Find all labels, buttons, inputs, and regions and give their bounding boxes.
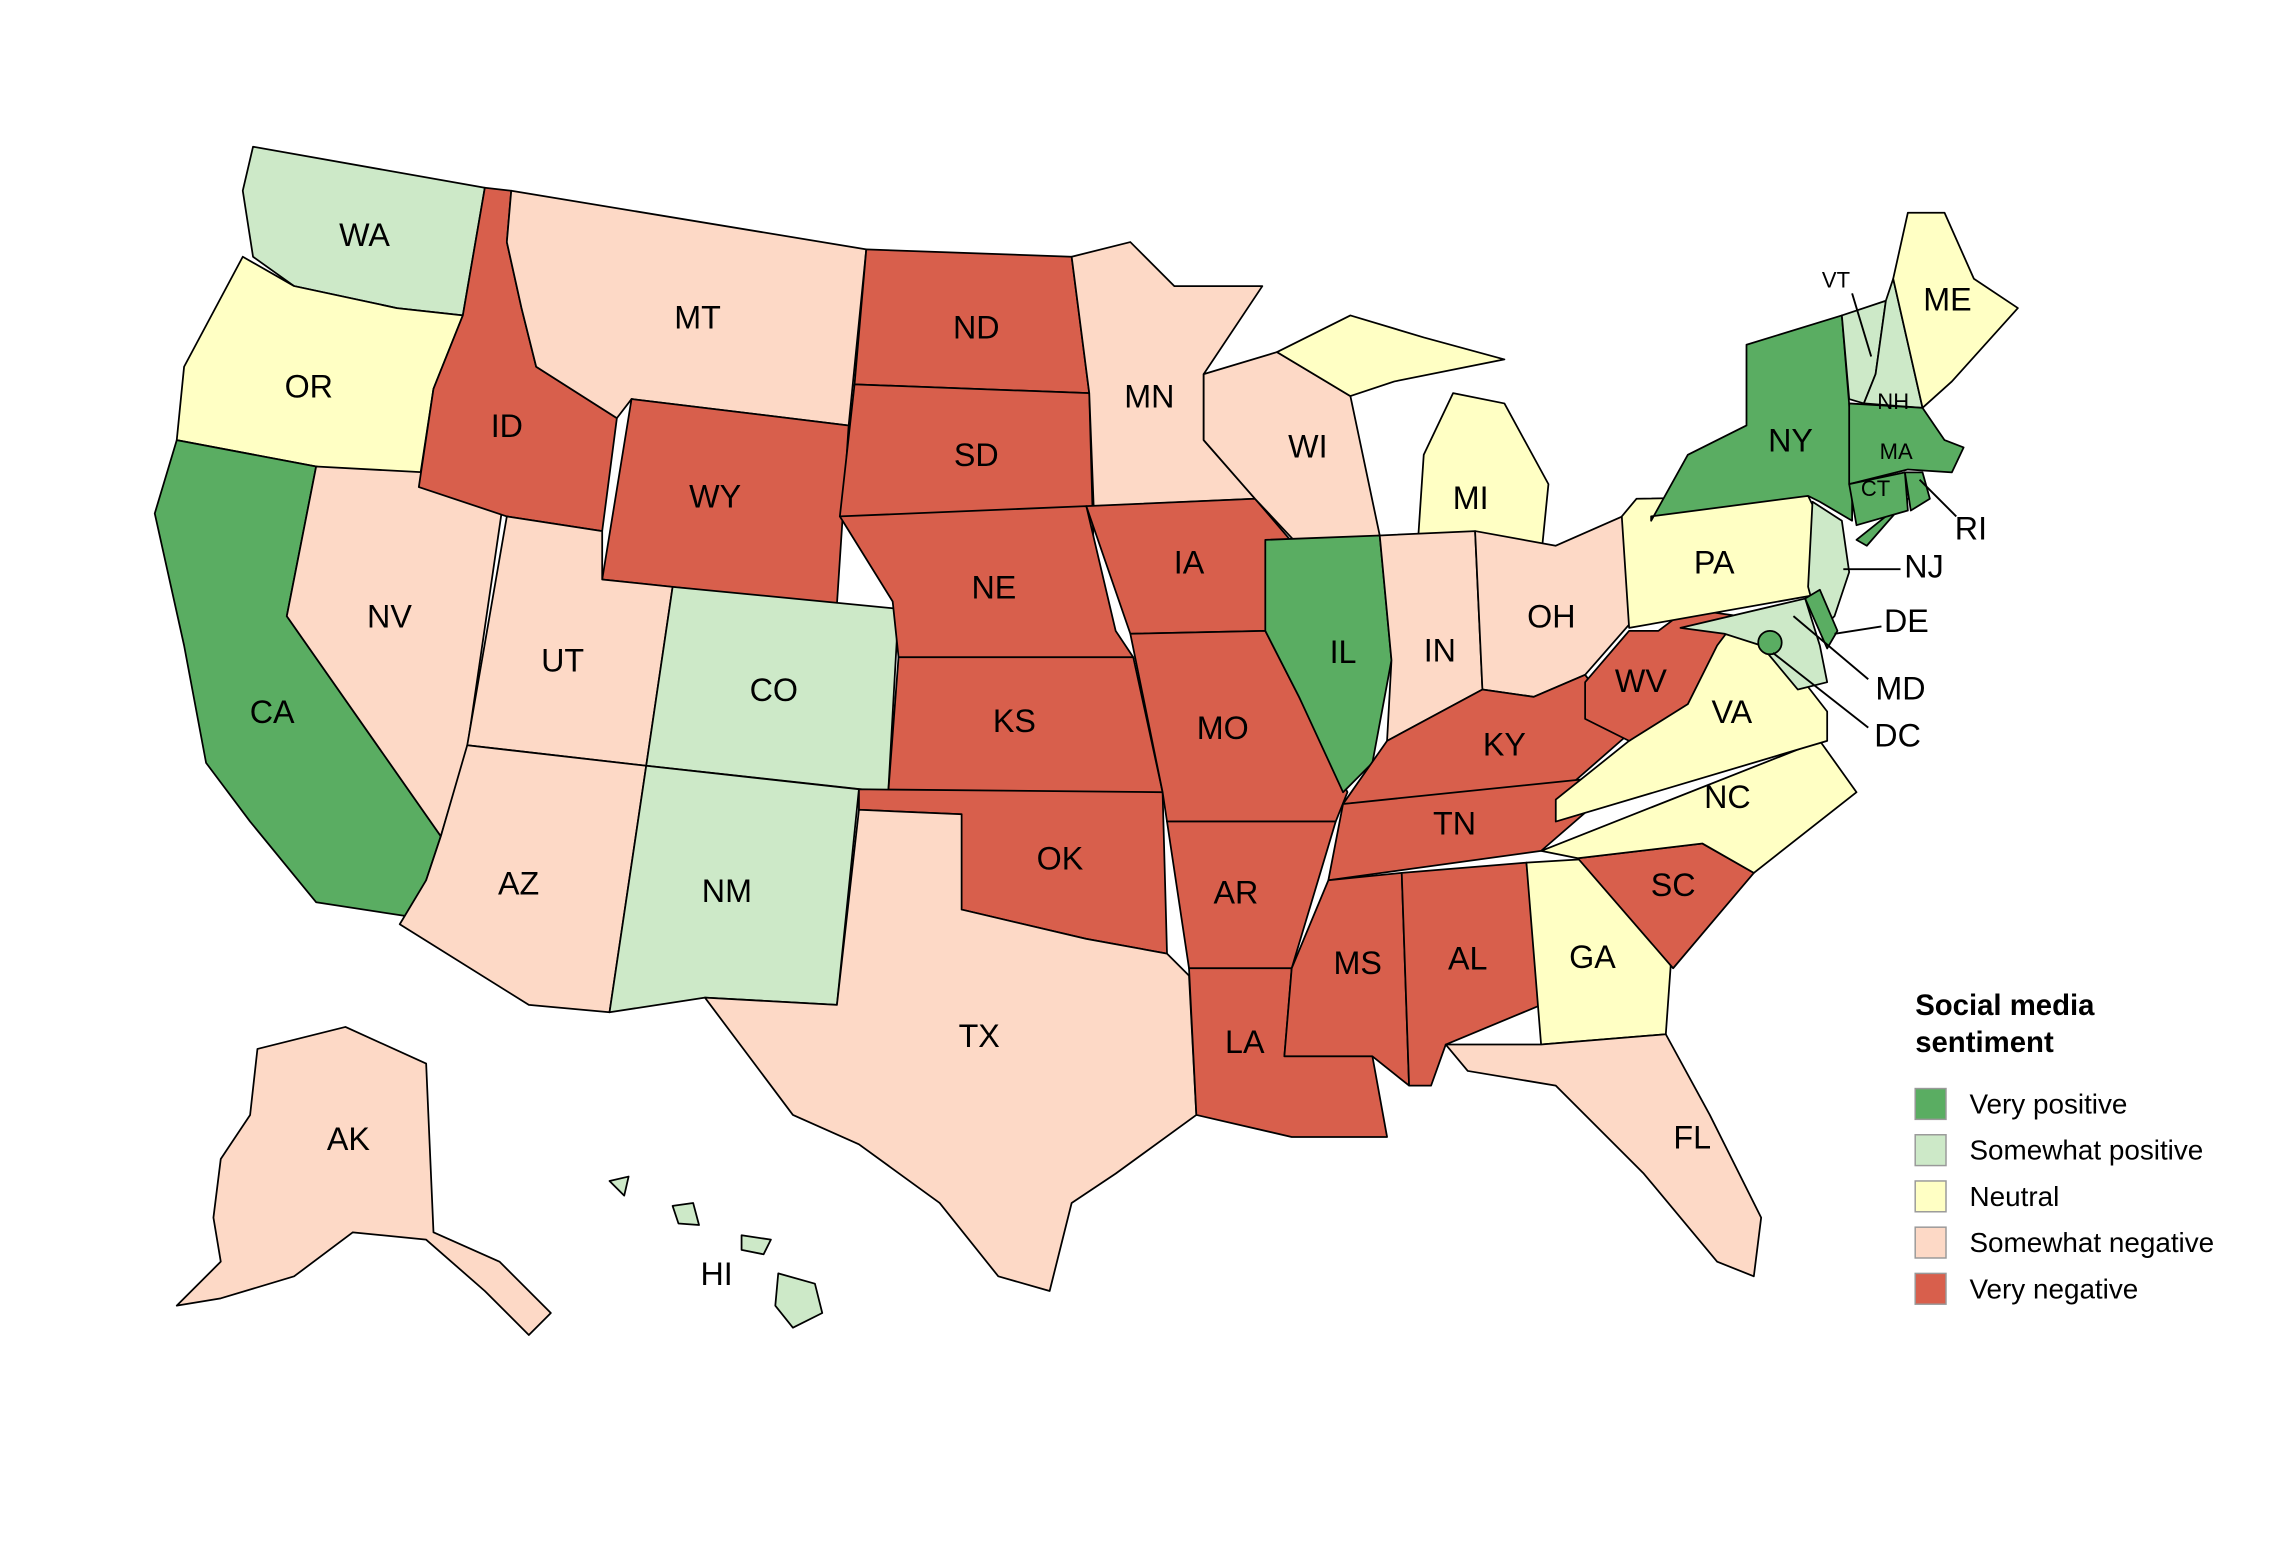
legend-title-line1: Social media bbox=[1915, 989, 2095, 1022]
state-label-wv: WV bbox=[1615, 663, 1667, 699]
state-label-la: LA bbox=[1225, 1024, 1265, 1060]
state-ri bbox=[1904, 471, 1931, 512]
state-label-va: VA bbox=[1711, 694, 1752, 730]
legend-label-sp: Somewhat positive bbox=[1969, 1135, 2203, 1166]
state-label-wa: WA bbox=[339, 217, 390, 253]
state-label-mo: MO bbox=[1197, 710, 1249, 746]
state-label-tx: TX bbox=[959, 1018, 1000, 1054]
state-label-il: IL bbox=[1330, 634, 1357, 670]
legend-swatch-vn bbox=[1914, 1272, 1947, 1305]
state-label-tn: TN bbox=[1433, 805, 1476, 841]
state-label-wy: WY bbox=[689, 478, 741, 514]
state-label-ne: NE bbox=[971, 569, 1016, 605]
state-label-ar: AR bbox=[1214, 874, 1259, 910]
state-label-oh: OH bbox=[1527, 599, 1575, 635]
state-label-sc: SC bbox=[1651, 867, 1696, 903]
state-hi bbox=[608, 1175, 824, 1329]
state-label-ky: KY bbox=[1483, 726, 1526, 762]
legend: Social media sentiment Very positive Some… bbox=[1914, 989, 2214, 1305]
legend-label-vp: Very positive bbox=[1969, 1088, 2127, 1119]
legend-swatch-sp bbox=[1914, 1134, 1947, 1167]
state-me bbox=[1892, 211, 2019, 409]
state-label-az: AZ bbox=[498, 866, 539, 902]
legend-label-ne: Neutral bbox=[1969, 1181, 2059, 1212]
state-label-dc: DC bbox=[1874, 717, 1921, 753]
state-label-al: AL bbox=[1448, 940, 1487, 976]
leader-line-dc bbox=[1772, 652, 1869, 729]
state-dc bbox=[1757, 629, 1783, 656]
state-label-ny: NY bbox=[1768, 423, 1813, 459]
state-label-hi: HI bbox=[700, 1256, 732, 1292]
state-label-nj: NJ bbox=[1904, 549, 1943, 585]
state-label-vt: VT bbox=[1822, 267, 1850, 292]
state-label-de: DE bbox=[1884, 603, 1929, 639]
state-label-mn: MN bbox=[1124, 379, 1174, 415]
state-label-nd: ND bbox=[953, 310, 1000, 346]
state-label-mi: MI bbox=[1453, 480, 1489, 516]
state-label-ms: MS bbox=[1334, 945, 1382, 981]
state-label-id: ID bbox=[491, 408, 523, 444]
state-label-fl: FL bbox=[1673, 1119, 1711, 1155]
state-label-nm: NM bbox=[702, 873, 752, 909]
state-label-me: ME bbox=[1923, 282, 1971, 318]
state-label-ct: CT bbox=[1861, 476, 1890, 501]
state-label-ks: KS bbox=[993, 703, 1036, 739]
state-ct bbox=[1848, 471, 1909, 527]
state-label-mt: MT bbox=[674, 299, 721, 335]
legend-title-line2: sentiment bbox=[1915, 1026, 2054, 1059]
state-tx bbox=[704, 808, 1198, 1292]
state-label-ma: MA bbox=[1880, 439, 1913, 464]
state-de bbox=[1804, 588, 1839, 650]
legend-swatch-sn bbox=[1914, 1226, 1947, 1259]
state-label-nc: NC bbox=[1704, 779, 1751, 815]
state-fl bbox=[1444, 1033, 1763, 1278]
leader-line-vt bbox=[1851, 293, 1873, 357]
state-label-nv: NV bbox=[367, 599, 412, 635]
state-label-nh: NH bbox=[1877, 389, 1909, 414]
state-label-ut: UT bbox=[541, 643, 584, 679]
leader-line-de bbox=[1834, 625, 1882, 635]
legend-swatch-vp bbox=[1914, 1087, 1947, 1121]
leader-line-md bbox=[1792, 615, 1869, 680]
state-label-pa: PA bbox=[1694, 544, 1735, 580]
state-label-wi: WI bbox=[1288, 428, 1327, 464]
state-label-ok: OK bbox=[1037, 841, 1084, 877]
state-label-or: OR bbox=[285, 368, 333, 404]
state-label-co: CO bbox=[750, 672, 798, 708]
state-label-ia: IA bbox=[1174, 544, 1205, 580]
state-label-ga: GA bbox=[1569, 939, 1616, 975]
legend-label-sn: Somewhat negative bbox=[1969, 1227, 2214, 1258]
state-label-ri: RI bbox=[1955, 511, 1987, 547]
state-label-in: IN bbox=[1424, 632, 1456, 668]
leader-line-ri bbox=[1918, 479, 1957, 518]
state-ak bbox=[175, 1026, 552, 1336]
state-label-sd: SD bbox=[954, 437, 999, 473]
state-label-ak: AK bbox=[327, 1121, 371, 1157]
state-label-ca: CA bbox=[250, 694, 295, 730]
state-label-md: MD bbox=[1875, 671, 1925, 707]
legend-swatch-ne bbox=[1914, 1180, 1947, 1213]
legend-label-vn: Very negative bbox=[1969, 1273, 2138, 1304]
